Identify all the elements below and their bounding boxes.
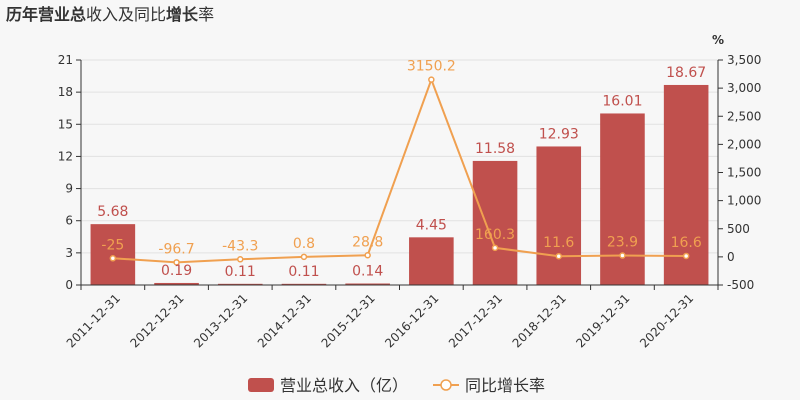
- growth-point: [619, 252, 626, 259]
- growth-value-label: 11.6: [543, 235, 574, 251]
- left-tick-label: 21: [58, 53, 73, 67]
- growth-line: [112, 76, 687, 264]
- bar-value-label: 0.14: [352, 264, 383, 280]
- right-tick-label: 2,500: [727, 109, 761, 123]
- growth-point: [555, 252, 562, 260]
- right-tick-label: 3,000: [727, 81, 761, 95]
- title-prefix: 历年: [6, 5, 38, 24]
- left-tick-label: 9: [65, 182, 73, 196]
- right-tick-label: 1,500: [727, 166, 761, 180]
- bar: [409, 237, 454, 285]
- legend-line-marker: [440, 379, 452, 391]
- bar-value-label: 5.68: [97, 204, 128, 220]
- bar-value-label: 0.19: [161, 263, 192, 279]
- grid-layer: [81, 59, 718, 254]
- bar: [154, 282, 199, 285]
- x-tick-label: 2018-12-31: [510, 291, 569, 350]
- bar: [345, 283, 390, 285]
- right-tick-label: 2,000: [727, 137, 761, 151]
- growth-point: [682, 252, 690, 260]
- left-tick-label: 0: [65, 278, 73, 292]
- line-layer: [109, 76, 690, 266]
- growth-point: [364, 252, 371, 259]
- growth-point: [491, 244, 499, 252]
- bar: [536, 146, 582, 285]
- bar: [217, 283, 263, 285]
- right-axis-unit: %: [712, 33, 724, 47]
- growth-point: [173, 259, 180, 266]
- bar-value-label: 4.45: [416, 217, 447, 233]
- bars-layer: [90, 84, 709, 285]
- growth-point: [237, 256, 244, 263]
- bar-value-label: 0.11: [288, 264, 319, 280]
- bar: [600, 113, 645, 285]
- right-tick-label: 0: [727, 250, 735, 264]
- labels-layer: 5.68 0.19 0.11 0.11 0.14 4.45 11.58 12.93 16.01 1…: [97, 59, 706, 280]
- legend-line-label: 同比增长率: [465, 376, 545, 395]
- x-tick-label: 2016-12-31: [382, 291, 441, 350]
- left-tick-label: 15: [58, 117, 73, 131]
- x-tick-label: 2014-12-31: [255, 291, 314, 350]
- x-tick-label: 2017-12-31: [446, 291, 505, 350]
- growth-value-label: 16.6: [671, 235, 702, 251]
- title-mid: 收入及同比: [86, 5, 166, 24]
- right-tick-label: 1,000: [727, 194, 761, 208]
- bar-value-label: 0.11: [225, 264, 256, 280]
- growth-value-label: -25: [101, 237, 124, 253]
- bar: [663, 84, 709, 285]
- chart-title: 历年营业总收入及同比增长率: [6, 5, 214, 24]
- right-tick-label: 500: [727, 222, 750, 236]
- title-strong2: 增长: [166, 5, 199, 24]
- legend-bar-swatch: [248, 378, 274, 392]
- growth-value-label: 3150.2: [407, 59, 456, 75]
- title-suffix: 率: [198, 5, 214, 24]
- growth-value-label: -43.3: [222, 238, 258, 254]
- growth-point: [300, 253, 308, 261]
- growth-value-label: 0.8: [293, 236, 315, 252]
- left-tick-label: 3: [65, 246, 73, 260]
- right-tick-label: 3,500: [727, 53, 761, 67]
- right-tick-label: -500: [727, 278, 754, 292]
- x-tick-label: 2013-12-31: [191, 291, 250, 350]
- growth-value-label: 160.3: [475, 227, 515, 243]
- x-tick-label: 2019-12-31: [573, 291, 632, 350]
- growth-point: [109, 255, 117, 262]
- x-tick-label: 2012-12-31: [127, 291, 186, 350]
- x-tick-label: 2011-12-31: [64, 291, 123, 350]
- bar-value-label: 16.01: [602, 93, 642, 109]
- left-tick-label: 12: [58, 149, 73, 163]
- bar: [472, 160, 518, 285]
- bar-value-label: 18.67: [666, 65, 706, 81]
- left-tick-label: 6: [65, 214, 73, 228]
- growth-point: [428, 76, 435, 83]
- legend-bar-label: 营业总收入（亿）: [280, 376, 408, 395]
- x-tick-label: 2015-12-31: [319, 291, 378, 350]
- left-tick-label: 18: [58, 85, 73, 99]
- bar: [281, 283, 327, 285]
- bar-value-label: 11.58: [475, 141, 515, 157]
- legend-layer: 营业总收入（亿） 同比增长率: [248, 376, 545, 395]
- growth-value-label: 28.8: [352, 234, 383, 250]
- bar-value-label: 12.93: [539, 126, 579, 142]
- x-tick-label: 2020-12-31: [637, 291, 696, 350]
- growth-value-label: 23.9: [607, 235, 638, 251]
- bar: [90, 224, 136, 285]
- growth-value-label: -96.7: [158, 241, 194, 257]
- title-strong1: 营业总: [38, 5, 86, 24]
- axes-layer: 0 3 6 9 12 15 18 21 -500 0 500 1,000 1,500 2,000 2,500…: [58, 53, 762, 350]
